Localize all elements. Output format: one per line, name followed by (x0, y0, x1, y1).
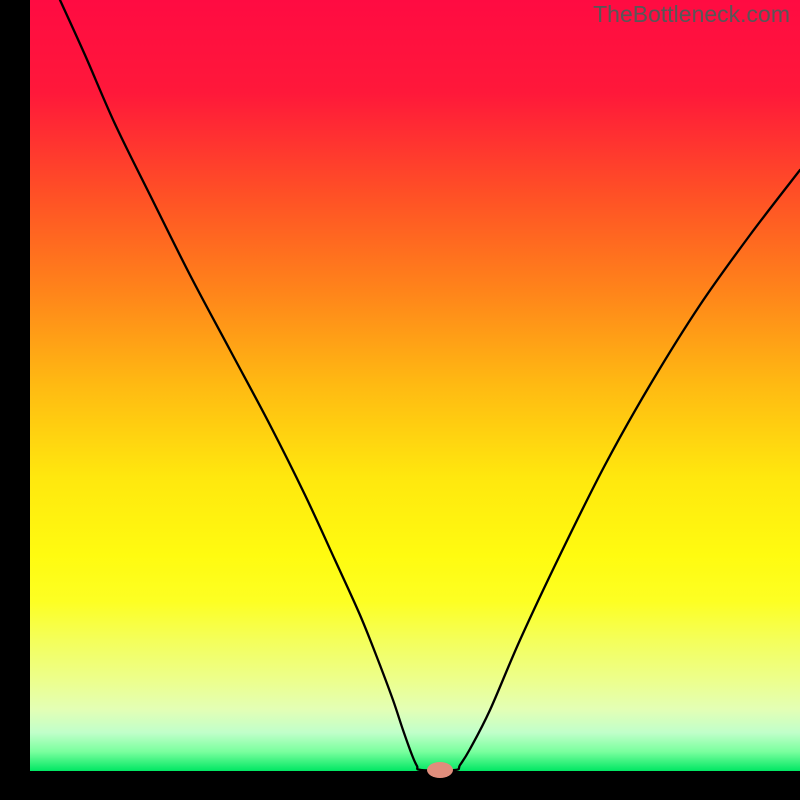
watermark-text: TheBottleneck.com (593, 1, 790, 27)
optimum-marker (427, 762, 453, 778)
bottleneck-chart: TheBottleneck.com (0, 0, 800, 800)
plot-background (30, 0, 800, 771)
